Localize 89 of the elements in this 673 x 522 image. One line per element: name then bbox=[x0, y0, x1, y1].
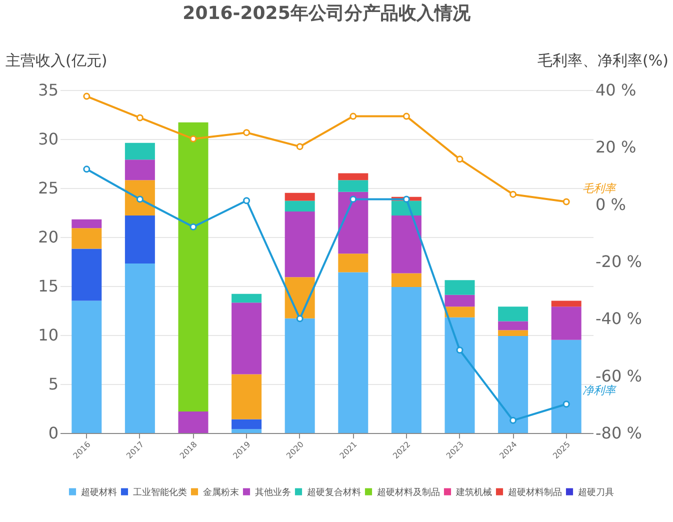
legend-label: 工业智能化类 bbox=[133, 486, 187, 498]
point bbox=[83, 92, 90, 100]
bar bbox=[444, 280, 475, 295]
point bbox=[296, 315, 304, 322]
legend-label: 其他业务 bbox=[255, 486, 291, 498]
bar bbox=[498, 306, 528, 322]
point bbox=[190, 223, 197, 230]
y2-tick-label: -60 % bbox=[596, 366, 642, 386]
bar bbox=[232, 374, 262, 420]
series-label: 毛利率 bbox=[582, 182, 616, 195]
point bbox=[402, 196, 410, 203]
bar bbox=[72, 300, 102, 433]
legend-label: 建筑机械 bbox=[455, 486, 492, 498]
bar bbox=[284, 192, 315, 201]
point bbox=[402, 112, 410, 120]
chart-title: 2016-2025年公司分产品收入情况 bbox=[182, 3, 472, 24]
y-tick-label: 35 bbox=[38, 80, 58, 100]
point bbox=[510, 190, 517, 198]
y2-tick-label: 20 % bbox=[596, 138, 636, 157]
y2-axis-title: 毛利率、净利率(%) bbox=[538, 52, 668, 70]
bar bbox=[72, 228, 102, 249]
bar bbox=[391, 286, 422, 433]
point bbox=[456, 156, 464, 163]
y2-tick-label: 40 % bbox=[596, 80, 636, 100]
bar bbox=[232, 429, 262, 433]
y-tick-label: 0 bbox=[48, 424, 58, 442]
y2-tick-label: -80 % bbox=[596, 424, 642, 442]
bar bbox=[124, 263, 155, 433]
bar bbox=[284, 318, 315, 433]
bar bbox=[551, 306, 582, 340]
bar bbox=[124, 180, 155, 216]
bar bbox=[124, 160, 155, 180]
bar bbox=[391, 200, 422, 216]
y-tick-label: 10 bbox=[38, 326, 58, 344]
bar bbox=[444, 294, 475, 307]
y-tick-label: 30 bbox=[38, 130, 58, 148]
bar bbox=[551, 300, 582, 307]
bar bbox=[444, 317, 475, 433]
legend-label: 超硬刀具 bbox=[578, 486, 614, 498]
y-tick-label: 15 bbox=[38, 276, 58, 296]
bar bbox=[232, 294, 262, 303]
point bbox=[562, 400, 570, 408]
legend-label: 超硬复合材料 bbox=[307, 486, 361, 498]
point bbox=[243, 129, 250, 136]
bar bbox=[498, 336, 528, 433]
point bbox=[83, 166, 90, 173]
bar bbox=[338, 192, 368, 254]
y2-tick-label: -40 % bbox=[596, 309, 642, 328]
bar bbox=[284, 200, 315, 212]
point bbox=[243, 197, 250, 204]
bar bbox=[72, 248, 102, 301]
bar bbox=[338, 254, 368, 272]
bar bbox=[498, 330, 528, 336]
y-tick-label: 5 bbox=[48, 374, 58, 394]
legend-label: 超硬材料及制品 bbox=[377, 486, 440, 498]
bar bbox=[124, 142, 155, 160]
point bbox=[350, 196, 357, 203]
legend-label: 超硬材料 bbox=[81, 486, 117, 498]
bar bbox=[284, 212, 315, 278]
point bbox=[510, 416, 517, 424]
bar bbox=[444, 306, 475, 318]
legend-label: 金属粉末 bbox=[203, 486, 239, 498]
point bbox=[190, 135, 197, 142]
point bbox=[350, 112, 357, 120]
legend-label: 超硬材料制品 bbox=[508, 486, 562, 498]
bar bbox=[338, 173, 368, 180]
y2-tick-label: 0 % bbox=[596, 194, 626, 214]
bar bbox=[178, 411, 208, 433]
point bbox=[456, 346, 464, 354]
bar bbox=[72, 219, 102, 228]
bar bbox=[178, 122, 208, 412]
bar bbox=[338, 180, 368, 192]
point bbox=[136, 114, 144, 122]
point bbox=[136, 196, 144, 203]
y-tick-label: 20 bbox=[38, 228, 58, 246]
y-tick-label: 25 bbox=[38, 178, 58, 198]
bar bbox=[338, 272, 368, 433]
bar bbox=[551, 340, 582, 433]
series-label: 净利率 bbox=[582, 384, 616, 398]
bar bbox=[232, 302, 262, 374]
bar bbox=[391, 273, 422, 287]
y-axis-title: 主营收入(亿元) bbox=[6, 52, 108, 70]
y2-tick-label: -20 % bbox=[596, 252, 642, 271]
bar bbox=[232, 419, 262, 430]
bar bbox=[391, 215, 422, 274]
bar bbox=[498, 321, 528, 330]
bar bbox=[124, 215, 155, 264]
point bbox=[296, 143, 304, 150]
point bbox=[562, 198, 570, 206]
